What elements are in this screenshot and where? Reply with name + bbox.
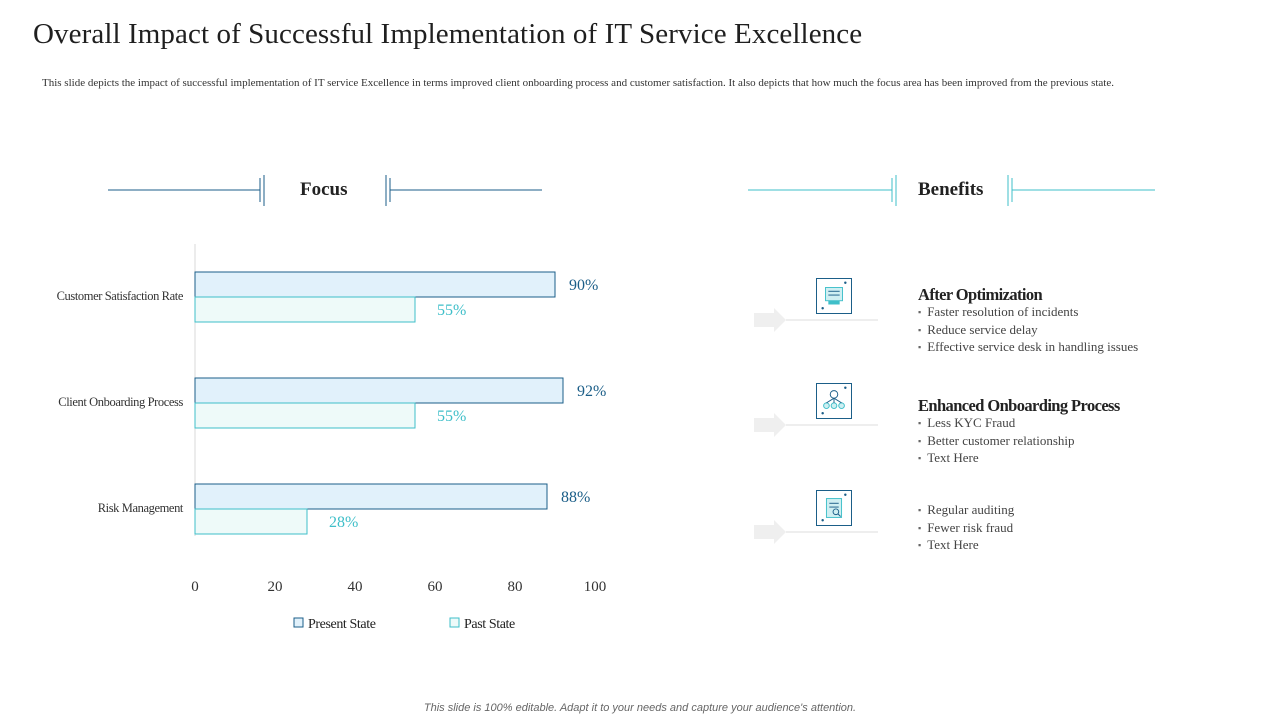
benefits-header-decoration [748,175,1155,206]
page-title: Overall Impact of Successful Implementat… [33,18,863,50]
focus-header-decoration [108,175,542,206]
benefit-title: After Optimization [918,285,1043,304]
benefit-bullet-item: Faster resolution of incidents [918,303,1138,321]
arrow-icon [754,308,786,332]
present-state-data-label: 90% [569,277,598,294]
x-tick-label: 80 [508,579,523,595]
past-state-data-label: 55% [437,302,466,319]
benefit-bullet-item: Effective service desk in handling issue… [918,338,1138,356]
benefit-icon-box [816,383,852,419]
present-state-data-label: 92% [577,383,606,400]
present-state-bar [194,377,564,404]
benefit-arrow-connector [754,308,878,332]
benefit-bullet-list: Faster resolution of incidentsReduce ser… [918,303,1138,356]
benefit-bullet-item: Reduce service delay [918,321,1138,339]
present-state-bar [194,483,548,510]
arrow-icon [754,413,786,437]
slide-description: This slide depicts the impact of success… [42,77,1114,89]
focus-bar-chart: Customer Satisfaction Rate 90% 55% Client O… [57,244,607,632]
benefit-bullet-list: Regular auditingFewer risk fraudText Her… [918,501,1014,554]
service-desk-icon [821,281,847,310]
past-state-bar [194,508,308,535]
audit-report-icon [821,493,847,522]
benefit-title: Enhanced Onboarding Process [918,396,1120,415]
past-state-bar [194,296,416,323]
benefit-bullet-list: Less KYC FraudBetter customer relationsh… [918,414,1075,467]
benefit-icon-box [816,278,852,314]
focus-heading: Focus [300,179,348,200]
benefit-bullet-item: Fewer risk fraud [918,519,1014,537]
category-label: Risk Management [98,501,184,515]
present-state-data-label: 88% [561,489,590,506]
past-state-bar [194,402,416,429]
x-tick-label: 0 [191,579,199,595]
benefit-icon-box [816,490,852,526]
past-state-data-label: 55% [437,408,466,425]
past-state-data-label: 28% [329,514,358,531]
category-label: Client Onboarding Process [58,395,183,409]
benefit-bullet-item: Text Here [918,536,1014,554]
x-tick-label: 100 [584,579,607,595]
x-tick-label: 40 [348,579,363,595]
arrow-icon [754,520,786,544]
footer-note: This slide is 100% editable. Adapt it to… [423,702,857,714]
x-tick-label: 60 [428,579,443,595]
legend-swatch-present [293,617,304,628]
onboarding-network-icon [821,386,847,415]
benefits-heading: Benefits [918,179,984,200]
benefit-bullet-item: Less KYC Fraud [918,414,1075,432]
x-tick-label: 20 [268,579,283,595]
legend-label-present: Present State [308,617,376,632]
category-label: Customer Satisfaction Rate [57,289,184,303]
benefit-bullet-item: Better customer relationship [918,432,1074,450]
benefit-arrow-connector [754,413,878,437]
benefit-arrow-connector [754,520,878,544]
legend-label-past: Past State [464,617,515,632]
benefit-bullet-item: Regular auditing [918,501,1014,519]
present-state-bar [194,271,556,298]
benefit-bullet-item: Text Here [918,449,1075,467]
legend-swatch-past [449,617,460,628]
